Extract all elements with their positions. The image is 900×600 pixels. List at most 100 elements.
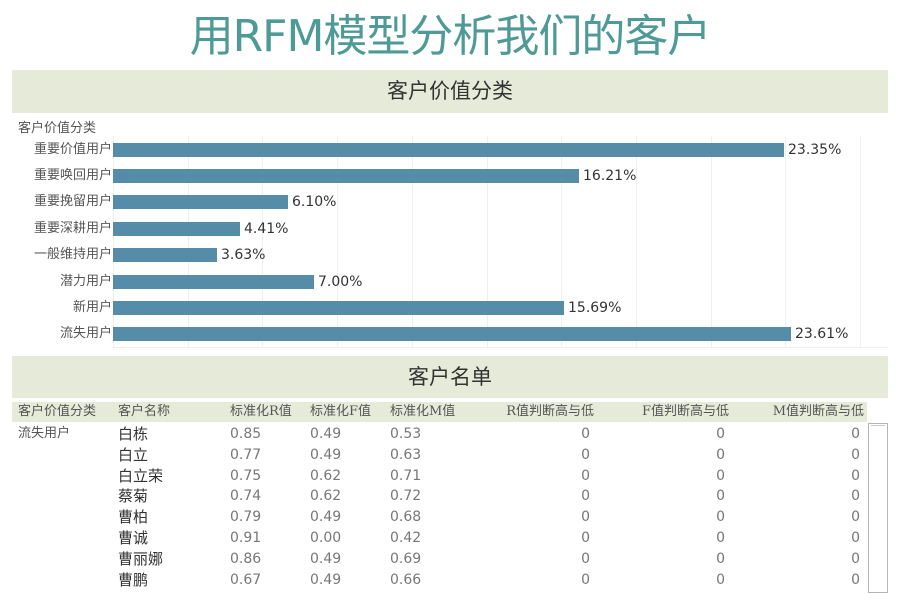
value-cell: 0.79	[230, 509, 262, 526]
bar[interactable]	[113, 169, 579, 183]
bar-value-label: 6.10%	[292, 194, 337, 210]
value-cell: 0	[851, 446, 860, 463]
bar[interactable]	[113, 143, 784, 157]
category-label: 重要挽留用户	[33, 194, 112, 209]
value-cell: 0.53	[390, 426, 422, 442]
bar-value-label: 23.35%	[788, 142, 842, 158]
table-header-row: 客户价值分类 客户名称 标准化R值 标准化F值 标准化M值 R值判断高与低 F值判断高与低 M…	[12, 402, 867, 422]
column-header[interactable]: 标准化M值	[390, 404, 456, 419]
column-header[interactable]: 标准化R值	[230, 404, 292, 419]
value-cell: 0	[851, 488, 860, 505]
value-cell: 0	[716, 530, 725, 546]
value-cell: 0	[851, 571, 860, 588]
value-cell: 0.49	[310, 571, 342, 588]
value-cell: 0	[716, 571, 725, 588]
column-header[interactable]: F值判断高与低	[641, 404, 729, 419]
value-cell: 0.74	[230, 488, 262, 505]
value-cell: 0	[716, 509, 725, 526]
value-cell: 0.71	[390, 467, 422, 484]
value-cell: 0.77	[230, 446, 262, 463]
bar[interactable]	[113, 327, 791, 341]
value-cell: 0.91	[230, 530, 262, 546]
gridline	[487, 136, 488, 347]
gridline	[561, 136, 562, 347]
gridline	[860, 136, 861, 347]
value-cell: 0.68	[390, 509, 422, 526]
bar-value-label: 15.69%	[568, 300, 622, 316]
bar[interactable]	[113, 301, 564, 315]
column-header[interactable]: 标准化F值	[310, 404, 372, 419]
category-label: 重要价值用户	[33, 142, 112, 157]
column-header[interactable]: R值判断高与低	[506, 404, 594, 419]
customer-name-cell: 蔡菊	[118, 487, 149, 506]
dashboard-title: 用RFM模型分析我们的客户	[189, 11, 712, 62]
bar[interactable]	[113, 222, 240, 236]
value-cell: 0	[851, 530, 860, 546]
value-cell: 0	[851, 467, 860, 484]
customer-name-cell: 白立	[118, 445, 149, 464]
value-cell: 0	[716, 467, 725, 484]
value-cell: 0	[716, 426, 725, 442]
bar[interactable]	[113, 248, 217, 262]
value-cell: 0.00	[310, 530, 342, 546]
value-cell: 0.85	[230, 426, 262, 442]
value-cell: 0.69	[390, 550, 422, 567]
customer-name-cell: 曹鹏	[118, 570, 149, 589]
value-cell: 0	[851, 550, 860, 567]
value-cell: 0	[716, 446, 725, 463]
category-label: 潜力用户	[59, 274, 112, 289]
bar-row: 23.35%	[113, 142, 888, 158]
gridline	[636, 136, 637, 347]
bar-row: 4.41%	[113, 221, 888, 237]
gridline	[711, 136, 712, 347]
bar[interactable]	[113, 275, 314, 289]
category-label: 重要唤回用户	[33, 168, 112, 183]
bar-row: 6.10%	[113, 194, 888, 210]
bar[interactable]	[113, 195, 288, 209]
gridline	[262, 136, 263, 347]
customer-name-cell: 白栋	[118, 425, 149, 443]
group-cell: 流失用户	[18, 426, 71, 441]
column-header[interactable]: 客户价值分类	[18, 404, 97, 419]
scrollbar-thumb-edge	[871, 425, 885, 426]
value-cell: 0.49	[310, 426, 342, 442]
category-label: 新用户	[72, 300, 112, 315]
value-cell: 0	[716, 550, 725, 567]
table-section-heading: 客户名单	[12, 356, 888, 398]
value-cell: 0	[581, 530, 590, 546]
bar-value-label: 23.61%	[795, 326, 849, 342]
value-cell: 0	[581, 426, 590, 442]
bar-row: 7.00%	[113, 274, 888, 290]
table-scrollbar[interactable]	[868, 423, 888, 593]
value-cell: 0.67	[230, 571, 262, 588]
value-cell: 0.72	[390, 488, 422, 505]
value-cell: 0	[716, 488, 725, 505]
customer-name-cell: 曹柏	[118, 508, 149, 527]
value-cell: 0	[581, 446, 590, 463]
bar-row: 23.61%	[113, 326, 888, 342]
value-cell: 0.86	[230, 550, 262, 567]
chart-section-heading: 客户价值分类	[12, 70, 888, 113]
value-cell: 0	[581, 550, 590, 567]
category-label: 一般维持用户	[33, 247, 112, 262]
bar-row: 16.21%	[113, 168, 888, 184]
gridline	[412, 136, 413, 347]
gridline	[113, 136, 114, 347]
category-label: 重要深耕用户	[33, 221, 112, 236]
customer-name-cell: 曹丽娜	[118, 549, 164, 568]
value-cell: 0.75	[230, 467, 262, 484]
customer-name-cell: 白立荣	[118, 466, 164, 485]
gridline	[188, 136, 189, 347]
value-cell: 0	[581, 488, 590, 505]
value-cell: 0.49	[310, 509, 342, 526]
value-cell: 0	[851, 509, 860, 526]
value-cell: 0.42	[390, 530, 422, 546]
bar-row: 3.63%	[113, 247, 888, 263]
value-cell: 0	[581, 571, 590, 588]
column-header[interactable]: M值判断高与低	[772, 404, 864, 419]
value-cell: 0	[851, 426, 860, 442]
value-cell: 0	[581, 509, 590, 526]
value-cell: 0.62	[310, 467, 342, 484]
bar-row: 15.69%	[113, 300, 888, 316]
column-header[interactable]: 客户名称	[118, 404, 171, 419]
